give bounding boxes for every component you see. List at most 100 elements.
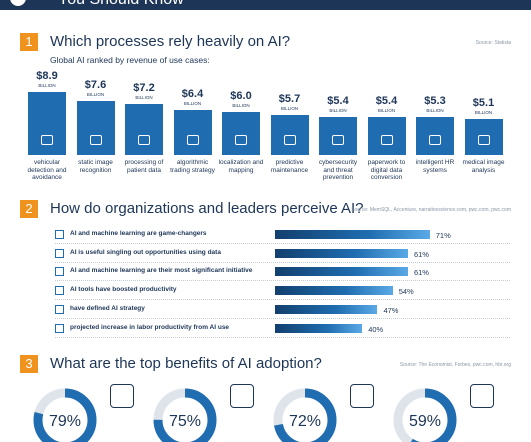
donut: 79%	[33, 388, 97, 442]
bar	[76, 101, 115, 155]
category-label: predictive maintenance	[270, 159, 309, 174]
value-label: 79%	[49, 413, 81, 430]
bar-icon	[477, 135, 490, 145]
check-icon	[55, 267, 64, 277]
category-label: cybersecurity and threat prevention	[318, 159, 358, 181]
bar	[125, 103, 163, 155]
bar-icon	[380, 135, 393, 145]
check-icon	[55, 230, 64, 239]
source: Source: MemSQL, Accenture, narrativescie…	[351, 207, 511, 213]
unit-label: BILLION	[377, 107, 396, 113]
donut-arc	[273, 388, 337, 442]
bar	[28, 91, 66, 155]
bar	[270, 114, 309, 155]
bar	[275, 248, 408, 258]
row-separator	[55, 261, 510, 263]
value-label: 71%	[435, 231, 451, 240]
header-logo	[10, 0, 26, 6]
bar-icon	[283, 135, 296, 145]
unit-label: BILLION	[329, 107, 347, 113]
unit-label: BILLION	[183, 100, 202, 106]
value-label: $8.9	[36, 69, 58, 82]
benefit-icon	[470, 384, 494, 408]
header-band	[0, 0, 531, 10]
header-title: You Should Know	[58, 0, 184, 9]
donut-arc	[153, 388, 217, 442]
unit-label: BILLION	[135, 94, 153, 100]
check-icon	[55, 248, 64, 258]
value-label: 40%	[368, 324, 384, 334]
category-label: intelligent HR systems	[415, 159, 455, 174]
donut: 75%	[153, 388, 217, 442]
value-label: 61%	[413, 268, 429, 278]
bar	[464, 118, 503, 155]
bar	[275, 304, 378, 314]
row-separator	[55, 243, 510, 244]
row-separator	[55, 317, 510, 319]
section-number: 3	[20, 355, 38, 373]
check-icon	[55, 286, 64, 296]
row-separator	[55, 336, 510, 338]
bar	[275, 267, 408, 277]
category-label: AI and machine learning are game-changer…	[70, 230, 207, 237]
benefit-icon	[110, 384, 134, 408]
row-separator	[55, 280, 510, 282]
category-label: vehicular detection and avoidance	[27, 159, 67, 181]
category-label: have defined AI strategy	[70, 304, 145, 312]
category-label: processing of patient data	[124, 159, 164, 174]
row-separator	[55, 299, 510, 301]
subtitle: Global AI ranked by revenue of use cases…	[50, 55, 210, 65]
category-label: paperwork to digital data conversion	[367, 159, 406, 181]
category-label: medical image analysis	[462, 159, 505, 174]
category-label: AI tools have boosted productivity	[70, 286, 177, 294]
section-title: What are the top benefits of AI adoption…	[50, 355, 322, 372]
value-label: $7.6	[84, 79, 107, 92]
value-label: $5.3	[424, 95, 446, 108]
bar-icon	[138, 135, 150, 145]
section-number: 1	[20, 33, 38, 51]
donut-arc	[393, 388, 457, 442]
benefit-icon	[350, 384, 374, 408]
unit-label: BILLION	[280, 105, 299, 111]
bar	[173, 109, 212, 155]
section-number: 2	[20, 200, 38, 218]
value-label: 61%	[413, 249, 429, 259]
value-label: $5.4	[327, 94, 349, 107]
bar-icon	[235, 135, 247, 145]
benefit-icon	[230, 384, 254, 408]
category-label: AI is useful singling out opportunities …	[70, 248, 221, 256]
source: Source: The Economist, Forbes, pwc.com, …	[399, 362, 511, 368]
bar	[275, 230, 430, 239]
check-icon	[55, 304, 64, 314]
unit-label: BILLION	[474, 109, 493, 115]
bar-icon	[41, 135, 53, 145]
value-label: 47%	[383, 305, 399, 315]
bar-icon	[429, 135, 441, 145]
bar-icon	[186, 135, 199, 145]
source: Source: Statista	[475, 40, 511, 46]
category-label: projected increase in labor productivity…	[70, 323, 230, 331]
donut: 72%	[273, 388, 337, 442]
category-label: localization and mapping	[218, 159, 264, 174]
donut-arc	[33, 388, 97, 442]
value-label: $7.2	[133, 81, 155, 94]
category-label: algorithmic trading strategy	[170, 159, 215, 174]
value-label: $6.4	[181, 87, 204, 100]
value-label: 54%	[398, 287, 414, 297]
bar-icon	[332, 135, 344, 145]
check-icon	[55, 323, 64, 333]
value-label: $5.4	[375, 94, 398, 107]
section-title: Which processes rely heavily on AI?	[50, 33, 291, 50]
value-label: 75%	[169, 413, 201, 430]
unit-label: BILLION	[86, 92, 105, 98]
bar	[275, 323, 363, 333]
unit-label: BILLION	[232, 103, 250, 109]
value-label: $5.7	[278, 92, 301, 105]
unit-label: BILLION	[38, 82, 56, 88]
bar	[222, 112, 260, 155]
bar	[275, 286, 393, 296]
section-title: How do organizations and leaders perceiv…	[50, 200, 364, 217]
value-label: 72%	[289, 413, 321, 430]
value-label: $6.0	[230, 90, 252, 103]
